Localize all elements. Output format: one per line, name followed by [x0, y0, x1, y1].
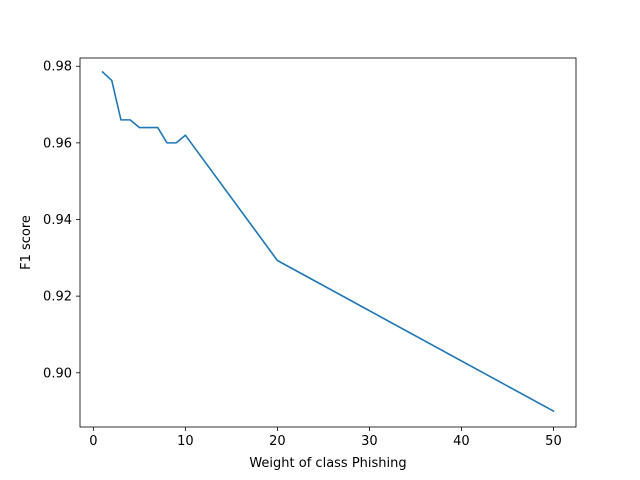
y-axis-label: F1 score — [19, 215, 34, 270]
x-tick-label: 0 — [89, 434, 97, 449]
plot-frame — [79, 57, 577, 428]
y-tick-label: 0.90 — [43, 366, 72, 381]
x-tick-label: 40 — [453, 434, 470, 449]
x-axis-ticks: 0 10 20 30 40 50 — [89, 427, 562, 449]
x-tick-label: 20 — [269, 434, 286, 449]
y-tick-label: 0.96 — [43, 136, 72, 151]
series-layer — [101, 70, 555, 413]
x-tick-label: 10 — [177, 434, 194, 449]
y-axis-ticks: 0.90 0.92 0.94 0.96 0.98 — [43, 60, 80, 381]
y-tick-label: 0.94 — [43, 213, 72, 228]
series-line — [101, 70, 555, 413]
x-axis-label: Weight of class Phishing — [249, 456, 406, 471]
x-tick-label: 30 — [361, 434, 378, 449]
plot-area — [80, 58, 576, 427]
y-tick-label: 0.98 — [43, 60, 72, 75]
x-tick-label: 50 — [545, 434, 562, 449]
y-tick-label: 0.92 — [43, 290, 72, 305]
